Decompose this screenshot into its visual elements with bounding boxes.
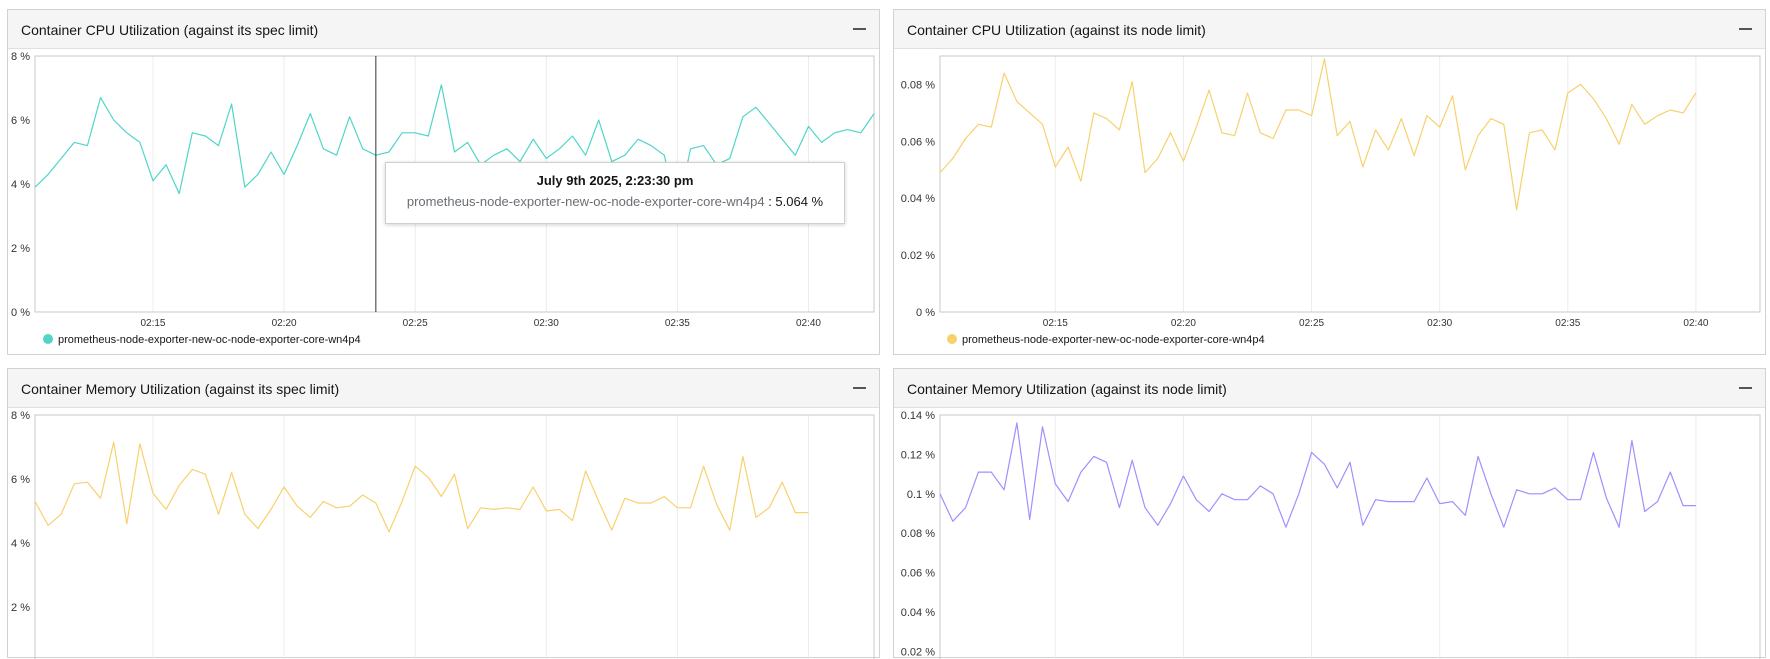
chart-area: 2 % 4 % 6 % 8 % [8, 409, 881, 659]
series-line[interactable] [939, 58, 1697, 211]
y-tick-label: 6 % [11, 474, 30, 486]
circle-icon [947, 334, 957, 344]
x-tick-label: 02:40 [1683, 318, 1708, 329]
tooltip-title: July 9th 2025, 2:23:30 pm [536, 173, 694, 188]
y-tick-label: 0.06 % [901, 136, 935, 148]
x-tick-label: 02:25 [1299, 318, 1324, 329]
y-tick-label: 8 % [11, 51, 30, 63]
y-tick-label: 0 % [916, 307, 935, 319]
x-tick-label: 02:40 [796, 318, 821, 329]
y-tick-label: 0.04 % [901, 607, 935, 619]
y-tick-label: 0 % [11, 307, 30, 319]
x-tick-label: 02:20 [1171, 318, 1196, 329]
legend-label: prometheus-node-exporter-new-oc-node-exp… [962, 334, 1265, 346]
chart-area: 02:15 02:20 02:25 02:30 02:35 02:40 0 % 0.02 % 0… [894, 50, 1765, 354]
cpu-spec-chart[interactable]: 02:15 02:20 02:25 02:30 02:35 02:40 0 % 2 % 4 % 6… [8, 50, 881, 356]
y-tick-label: 6 % [11, 115, 30, 127]
collapse-button[interactable] [1735, 378, 1757, 398]
collapse-button[interactable] [1735, 19, 1757, 39]
plot-frame [34, 414, 875, 659]
y-tick-label: 8 % [11, 410, 30, 422]
tooltip-row: prometheus-node-exporter-new-oc-node-exp… [386, 194, 844, 209]
chart-tooltip: July 9th 2025, 2:23:30 pm prometheus-nod… [385, 162, 845, 224]
memory-node-chart[interactable]: 0.02 % 0.04 % 0.06 % 0.08 % 0.1 % 0.12 % 0.14 … [894, 409, 1767, 659]
x-tick-label: 02:15 [1043, 318, 1068, 329]
cpu-spec-panel: Container CPU Utilization (against its s… [7, 9, 880, 355]
chart-area: 02:15 02:20 02:25 02:30 02:35 02:40 0 % 2 % 4 % 6… [8, 50, 879, 354]
memory-spec-panel: Container Memory Utilization (against it… [7, 368, 881, 659]
minus-icon [1739, 28, 1752, 30]
y-tick-label: 0.08 % [901, 528, 935, 540]
y-tick-label: 2 % [11, 243, 30, 255]
panel-title: Container CPU Utilization (against its n… [907, 22, 1206, 38]
x-tick-label: 02:25 [403, 318, 428, 329]
memory-node-panel: Container Memory Utilization (against it… [893, 368, 1767, 659]
y-tick-label: 4 % [11, 538, 30, 550]
plot-frame [939, 414, 1761, 659]
tooltip-value: : 5.064 % [768, 194, 824, 209]
panel-header: Container Memory Utilization (against it… [8, 369, 879, 408]
x-tick-label: 02:30 [534, 318, 559, 329]
x-tick-label: 02:30 [1427, 318, 1452, 329]
x-tick-label: 02:35 [1555, 318, 1580, 329]
panel-header: Container Memory Utilization (against it… [894, 369, 1765, 408]
memory-spec-chart[interactable]: 2 % 4 % 6 % 8 % [8, 409, 881, 659]
minus-icon [853, 387, 866, 389]
series-line[interactable] [34, 441, 809, 533]
x-tick-label: 02:20 [272, 318, 297, 329]
y-tick-label: 0.08 % [901, 79, 935, 91]
series-line[interactable] [34, 84, 875, 214]
panel-title: Container Memory Utilization (against it… [907, 381, 1227, 397]
plot-frame [34, 55, 875, 313]
panel-title: Container Memory Utilization (against it… [21, 381, 340, 397]
panel-title: Container CPU Utilization (against its s… [21, 22, 319, 38]
y-tick-label: 0.1 % [907, 489, 935, 501]
tooltip-series: prometheus-node-exporter-new-oc-node-exp… [406, 194, 765, 209]
legend-item[interactable]: prometheus-node-exporter-new-oc-node-exp… [947, 334, 1265, 346]
chart-area: 0.02 % 0.04 % 0.06 % 0.08 % 0.1 % 0.12 % 0.14 … [894, 409, 1767, 659]
collapse-button[interactable] [849, 378, 871, 398]
x-tick-label: 02:35 [665, 318, 690, 329]
legend-label: prometheus-node-exporter-new-oc-node-exp… [58, 334, 361, 346]
circle-icon [43, 334, 53, 344]
minus-icon [853, 28, 866, 30]
y-tick-label: 0.02 % [901, 646, 935, 658]
y-tick-label: 2 % [11, 602, 30, 614]
y-tick-label: 0.06 % [901, 568, 935, 580]
panel-header: Container CPU Utilization (against its n… [894, 10, 1765, 49]
y-tick-label: 0.14 % [901, 410, 935, 422]
y-tick-label: 0.12 % [901, 449, 935, 461]
y-tick-label: 0.02 % [901, 250, 935, 262]
x-tick-label: 02:15 [140, 318, 165, 329]
legend-item[interactable]: prometheus-node-exporter-new-oc-node-exp… [43, 334, 361, 346]
y-tick-label: 0.04 % [901, 193, 935, 205]
collapse-button[interactable] [849, 19, 871, 39]
panel-header: Container CPU Utilization (against its s… [8, 10, 879, 49]
y-tick-label: 4 % [11, 179, 30, 191]
minus-icon [1739, 387, 1752, 389]
plot-frame [939, 55, 1761, 313]
cpu-node-panel: Container CPU Utilization (against its n… [893, 9, 1766, 355]
series-line[interactable] [939, 422, 1696, 528]
cpu-node-chart[interactable]: 02:15 02:20 02:25 02:30 02:35 02:40 0 % 0.02 % 0… [894, 50, 1767, 356]
